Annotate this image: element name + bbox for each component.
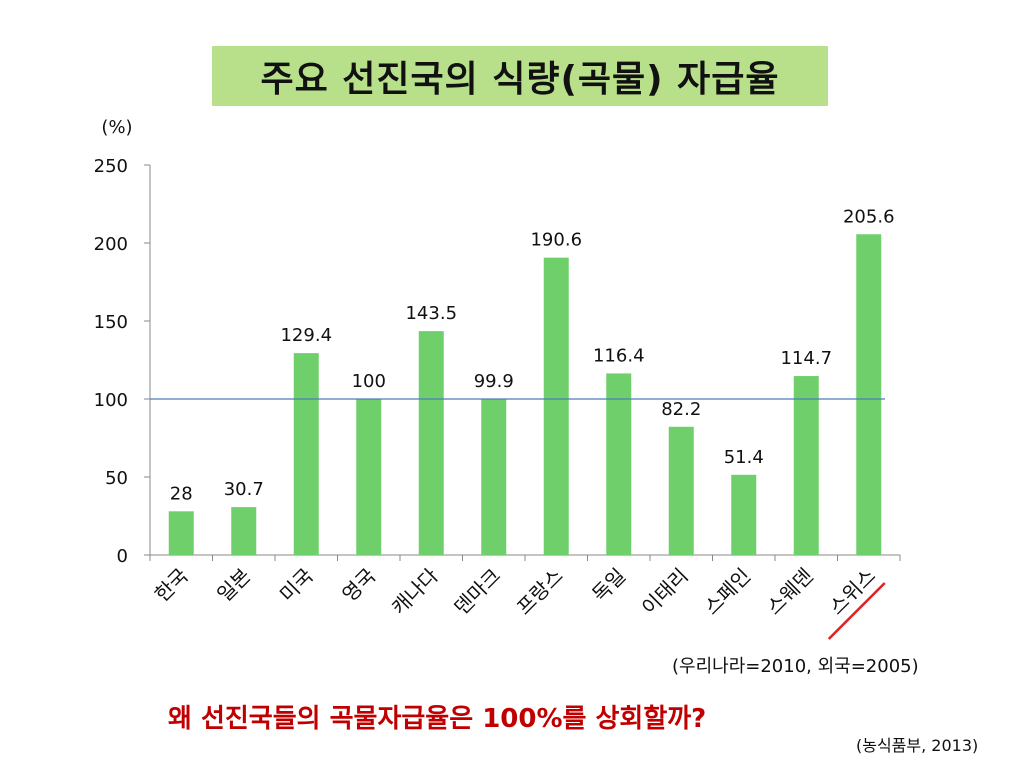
bar-value-label: 190.6 <box>530 230 582 251</box>
bar <box>168 511 194 555</box>
category-labels: 한국 일본 미국 영국 캐나다 덴마크 프랑스 독일 이태리 스페인 스웨덴 스위스 <box>150 564 886 640</box>
bar-value-label: 51.4 <box>724 447 764 468</box>
y-tick-label: 0 <box>117 546 128 567</box>
bar <box>543 257 569 555</box>
bar <box>481 399 507 555</box>
bar <box>856 234 882 555</box>
category-label: 일본 <box>212 564 255 607</box>
y-tick-label: 50 <box>105 468 128 489</box>
bar-value-label: 129.4 <box>280 325 332 346</box>
category-label: 이태리 <box>637 564 693 620</box>
bars <box>150 234 885 555</box>
category-label: 스웨덴 <box>762 564 818 620</box>
bar-value-label: 114.7 <box>780 348 832 369</box>
bar <box>418 331 444 555</box>
category-label: 미국 <box>275 564 318 607</box>
bar-value-label: 116.4 <box>593 345 645 366</box>
category-label: 덴마크 <box>449 564 505 620</box>
year-note: (우리나라=2010, 외국=2005) <box>672 656 919 677</box>
question-text: 왜 선진국들의 곡물자급율은 100%를 상회할까? <box>168 704 707 734</box>
y-tick-label: 150 <box>94 312 128 333</box>
bar <box>668 426 694 555</box>
bar-value-label: 99.9 <box>474 371 514 392</box>
value-labels: 28 30.7 129.4 100 143.5 99.9 190.6 116.4 82.2 51.… <box>170 206 895 504</box>
bar-value-label: 205.6 <box>843 206 895 227</box>
y-tick-label: 200 <box>94 234 128 255</box>
bar <box>293 353 319 555</box>
category-label: 독일 <box>587 564 630 607</box>
bar-value-label: 82.2 <box>661 399 701 420</box>
bar <box>793 376 819 555</box>
bar <box>231 507 257 555</box>
y-tick-label: 250 <box>94 156 128 177</box>
bar-value-label: 100 <box>352 371 386 392</box>
bar <box>356 399 382 555</box>
chart-title: 주요 선진국의 식량(곡물) 자급율 <box>260 59 780 100</box>
y-axis-label: (%) <box>101 117 132 138</box>
source-note: (농식품부, 2013) <box>856 736 979 755</box>
chart-title-box: 주요 선진국의 식량(곡물) 자급율 <box>212 46 828 106</box>
bar-value-label: 30.7 <box>224 479 264 500</box>
category-label: 스페인 <box>699 564 755 620</box>
category-underline <box>827 582 886 640</box>
category-label: 영국 <box>337 564 380 607</box>
category-label: 스위스 <box>824 564 880 620</box>
y-tick-label: 100 <box>94 390 128 411</box>
x-axis <box>149 554 901 561</box>
category-label: 캐나다 <box>387 564 443 620</box>
bar <box>606 373 632 555</box>
bar-value-label: 28 <box>170 483 193 504</box>
bar <box>731 474 757 555</box>
category-label: 프랑스 <box>512 564 568 620</box>
bar-value-label: 143.5 <box>405 303 457 324</box>
category-label: 한국 <box>150 564 193 607</box>
y-axis: 0 50 100 150 200 250 (%) <box>94 117 151 567</box>
